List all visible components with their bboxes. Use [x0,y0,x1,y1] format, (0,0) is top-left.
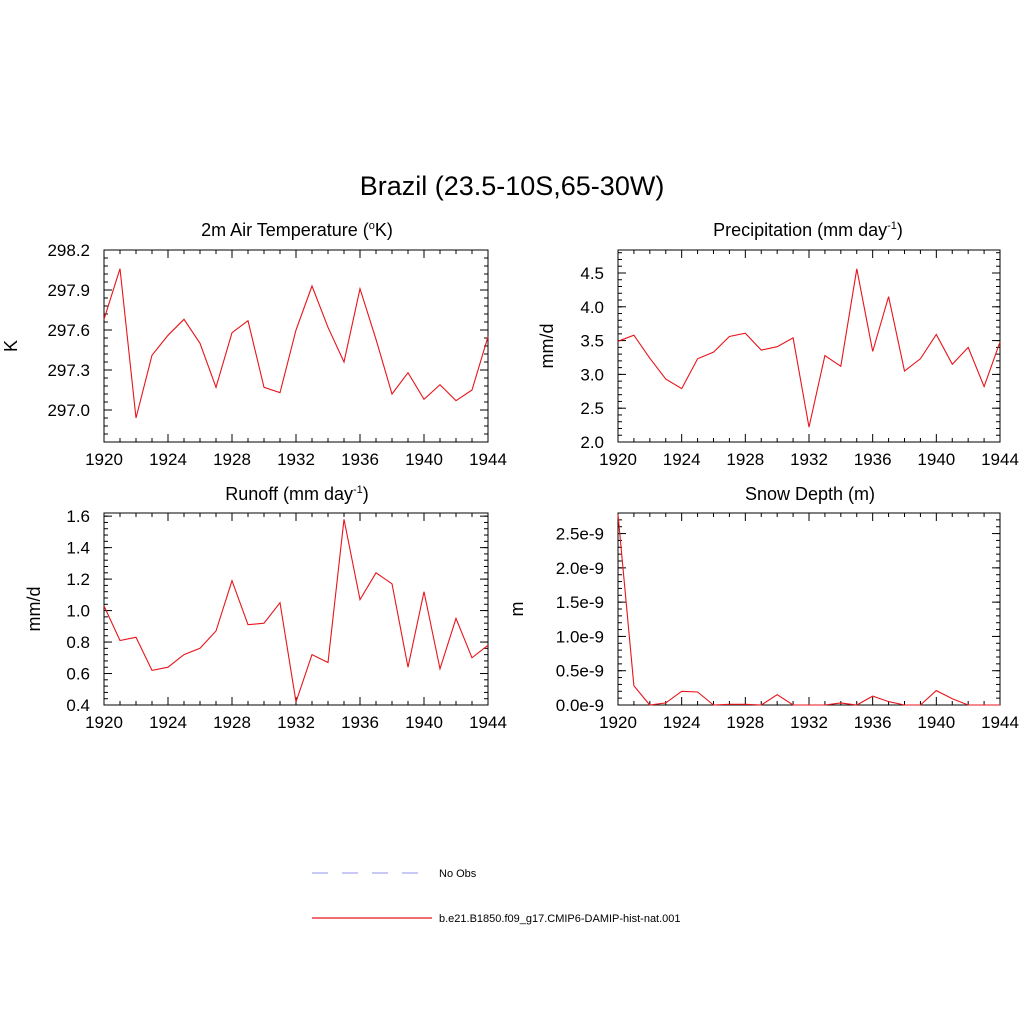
y-axis-label: mm/d [537,324,557,369]
legend-model-label: b.e21.B1850.f09_g17.CMIP6-DAMIP-hist-nat… [439,913,681,925]
y-tick-label: 4.0 [580,298,604,317]
y-tick-label: 0.5e-9 [556,662,604,681]
y-tick-label: 297.0 [47,401,90,420]
y-tick-label: 3.0 [580,365,604,384]
x-tick-label: 1944 [981,713,1019,732]
y-tick-label: 1.6 [66,507,90,526]
legend-obs-label: No Obs [439,868,477,880]
plot-frame [617,512,1001,706]
panel-precipitation: Precipitation (mm day-1) 1920 1924 1928 193… [537,220,1019,469]
y-tick-label: 1.5e-9 [556,593,604,612]
y-tick-label: 2.5 [580,399,604,418]
plot-area: 1920 1924 1928 1932 1936 1940 1944 297.0 297.3 29… [1,241,507,469]
panel-runoff: Runoff (mm day-1) 1920 1924 1928 1932 1936 19… [24,484,507,732]
y-axis-label: mm/d [24,587,44,632]
x-tick-label: 1928 [213,450,251,469]
plot-frame [103,249,489,443]
panel-title: Snow Depth (m) [745,484,875,504]
x-tick-label: 1920 [85,713,123,732]
x-tick-label: 1940 [917,450,955,469]
x-tick-label: 1936 [854,713,892,732]
x-tick-label: 1924 [149,450,187,469]
y-axis-label: m [507,602,527,617]
panel-air-temperature: 2m Air Temperature (oK) 1920 1924 1928 1932… [1,220,507,469]
x-tick-label: 1924 [149,713,187,732]
x-tick-label: 1944 [469,713,507,732]
x-tick-label: 1940 [405,713,443,732]
x-tick-label: 1928 [726,450,764,469]
x-tick-label: 1920 [85,450,123,469]
y-tick-label: 0.6 [66,665,90,684]
figure-title: Brazil (23.5-10S,65-30W) [360,171,665,201]
x-tick-label: 1944 [469,450,507,469]
panel-title: Runoff (mm day-1) [225,484,369,504]
x-tick-label: 1932 [790,450,828,469]
y-tick-label: 297.3 [47,361,90,380]
y-tick-label: 0.0e-9 [556,696,604,715]
series-line [617,268,1001,428]
plot-area: 1920 1924 1928 1932 1936 1940 1944 2.0 2.5 3.0 3.5… [537,249,1019,469]
y-tick-label: 3.5 [580,332,604,351]
y-tick-label: 0.8 [66,633,90,652]
plot-area: 1920 1924 1928 1932 1936 1940 1944 0.4 0.6 0.8 1.0… [24,507,507,732]
y-tick-label: 1.0 [66,602,90,621]
x-tick-label: 1936 [854,450,892,469]
y-tick-label: 2.5e-9 [556,525,604,544]
plot-area: 1920 1924 1928 1932 1936 1940 1944 0.0e-9 0.5e-9… [507,512,1019,732]
panel-title: Precipitation (mm day-1) [713,220,903,240]
x-tick-label: 1920 [599,450,637,469]
y-tick-label: 297.6 [47,321,90,340]
series-line [617,514,1000,706]
x-tick-label: 1920 [599,713,637,732]
x-tick-label: 1932 [277,713,315,732]
y-tick-label: 1.2 [66,570,90,589]
x-tick-label: 1928 [726,713,764,732]
series-line [103,519,489,703]
y-tick-label: 297.9 [47,281,90,300]
y-tick-label: 2.0e-9 [556,559,604,578]
y-tick-label: 1.4 [66,539,90,558]
x-tick-label: 1936 [341,450,379,469]
panel-snow-depth: Snow Depth (m) 1920 1924 1928 1932 1936 1940 1… [507,484,1019,732]
x-tick-label: 1940 [917,713,955,732]
x-tick-label: 1924 [663,713,701,732]
panel-title: 2m Air Temperature (oK) [201,220,393,240]
plot-frame [103,512,489,706]
x-tick-label: 1940 [405,450,443,469]
y-tick-label: 0.4 [66,696,90,715]
x-tick-label: 1944 [981,450,1019,469]
y-tick-label: 4.5 [580,264,604,283]
x-tick-label: 1932 [790,713,828,732]
legend: No Obs b.e21.B1850.f09_g17.CMIP6-DAMIP-h… [312,868,681,925]
x-tick-label: 1936 [341,713,379,732]
x-tick-label: 1928 [213,713,251,732]
x-tick-label: 1932 [277,450,315,469]
x-tick-label: 1924 [663,450,701,469]
y-tick-label: 2.0 [580,433,604,452]
y-tick-label: 1.0e-9 [556,627,604,646]
y-axis-label: K [1,340,21,352]
y-tick-label: 298.2 [47,241,90,260]
series-line [103,268,489,419]
